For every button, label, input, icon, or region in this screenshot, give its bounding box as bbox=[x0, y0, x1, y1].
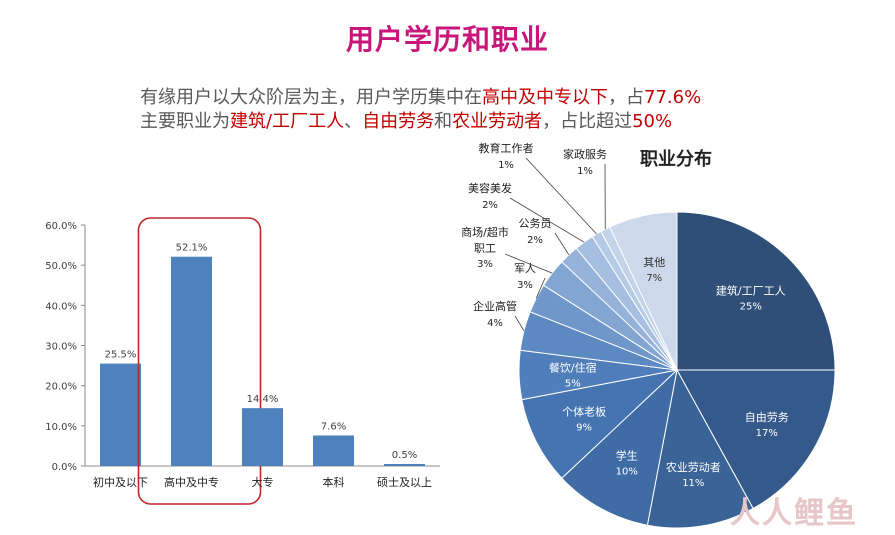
y-tick-label: 0.0% bbox=[52, 462, 77, 473]
pie-slice-label: 餐饮/住宿 bbox=[549, 360, 597, 374]
highlight-occupation-1: 建筑/工厂工人 bbox=[230, 111, 345, 132]
pie-slice-pct: 10% bbox=[616, 466, 638, 477]
pie-slice bbox=[609, 211, 678, 371]
subtitle-line-2: 主要职业为建筑/工厂工人、自由劳务和农业劳动者，占比超过50% bbox=[140, 110, 701, 134]
pie-leader-line bbox=[525, 157, 597, 235]
pie-slice bbox=[676, 369, 836, 510]
pie-slice-label: 商场/超市 bbox=[461, 225, 509, 239]
bar bbox=[384, 463, 425, 466]
pie-leader-line bbox=[554, 232, 570, 256]
y-tick-label: 40.0% bbox=[45, 301, 77, 312]
subtitle-line-1: 有缘用户以大众阶层为主，用户学历集中在高中及中专以下，占77.6% bbox=[140, 86, 701, 110]
pie-slice-pct: 5% bbox=[565, 378, 581, 389]
pie-chart-title: 职业分布 bbox=[640, 149, 712, 170]
x-tick-label: 大专 bbox=[252, 475, 274, 489]
subtitle-line-1-middle: ，占 bbox=[608, 87, 644, 108]
subtitle-line-2-middle: ，占比超过 bbox=[542, 111, 633, 132]
page-title: 用户学历和职业 bbox=[345, 23, 549, 56]
y-tick-label: 50.0% bbox=[45, 261, 77, 272]
highlight-education: 高中及中专以下 bbox=[482, 87, 608, 108]
bar-value-label: 14.4% bbox=[247, 394, 279, 405]
pie-slice-label: 自由劳务 bbox=[745, 410, 789, 424]
bar bbox=[313, 435, 354, 466]
pie-slice-label: 企业高管 bbox=[473, 299, 517, 313]
pie-slice-label: 学生 bbox=[616, 448, 638, 462]
subtitle-line-2-prefix: 主要职业为 bbox=[140, 111, 230, 132]
highlight-occupation-pct: 50% bbox=[632, 111, 673, 132]
pie-slice-label: 教育工作者 bbox=[479, 141, 534, 155]
y-tick-label: 20.0% bbox=[45, 382, 77, 393]
pie-slice-pct: 4% bbox=[487, 318, 503, 329]
bar bbox=[171, 256, 212, 466]
highlight-occupation-3: 农业劳动者 bbox=[452, 111, 543, 132]
pie-slice-pct: 2% bbox=[527, 235, 543, 246]
bar-value-label: 7.6% bbox=[321, 421, 346, 432]
pie-slice-label: 建筑/工厂工人 bbox=[716, 283, 786, 297]
x-tick-label: 初中及以下 bbox=[93, 475, 148, 489]
subtitle-line-1-prefix: 有缘用户以大众阶层为主，用户学历集中在 bbox=[140, 87, 482, 108]
pie-slice-pct: 3% bbox=[477, 259, 493, 270]
x-tick-label: 本科 bbox=[323, 475, 345, 489]
pie-slice-label-cont: 职工 bbox=[474, 242, 496, 255]
pie-slice-pct: 25% bbox=[740, 301, 762, 312]
pie-slice-label: 公务员 bbox=[519, 217, 552, 230]
pie-leader-line bbox=[504, 253, 553, 274]
pie-slice bbox=[646, 368, 754, 529]
pie-leader-line bbox=[509, 197, 585, 243]
pie-slice-label: 美容美发 bbox=[468, 181, 512, 195]
pie-slice-label: 其他 bbox=[643, 256, 665, 269]
highlight-box bbox=[137, 217, 262, 505]
pie-slice-pct: 1% bbox=[577, 166, 593, 177]
pie-slice bbox=[676, 211, 836, 371]
pie-leader-line bbox=[514, 315, 525, 331]
pie-slice-pct: 11% bbox=[682, 478, 704, 489]
subtitle: 有缘用户以大众阶层为主，用户学历集中在高中及中专以下，占77.6% 主要职业为建… bbox=[140, 86, 701, 134]
subtitle-sep-2: 和 bbox=[434, 111, 453, 132]
pie-slice-pct: 7% bbox=[646, 273, 662, 284]
pie-slice-pct: 3% bbox=[517, 280, 533, 291]
pie-slice-pct: 9% bbox=[576, 422, 592, 433]
education-bar-chart: 0.0% 10.0% 20.0% 30.0% 40.0% 50.0% 60.0% 25.5% 初… bbox=[45, 217, 440, 505]
bar-value-label: 0.5% bbox=[392, 450, 417, 461]
pie-slice-pct: 17% bbox=[756, 428, 778, 439]
pie-slice bbox=[561, 368, 678, 526]
pie-slice-label: 个体老板 bbox=[562, 404, 606, 418]
highlight-education-pct: 77.6% bbox=[644, 87, 702, 108]
x-tick-label: 高中及中专 bbox=[164, 475, 219, 489]
y-tick-label: 60.0% bbox=[45, 221, 77, 232]
pie-slice-label: 家政服务 bbox=[563, 147, 607, 161]
pie-slice-label: 军人 bbox=[514, 262, 536, 275]
subtitle-sep-1: 、 bbox=[344, 111, 363, 132]
pie-leader-line bbox=[535, 277, 546, 299]
bar bbox=[242, 408, 283, 466]
pie-slice-pct: 1% bbox=[498, 160, 514, 171]
pie-slice-label: 农业劳动者 bbox=[666, 460, 721, 474]
x-tick-label: 硕士及以上 bbox=[377, 476, 432, 489]
bar bbox=[100, 363, 141, 466]
occupation-pie-chart: 建筑/工厂工人 25% 自由劳务 17% 农业劳动者 11% 学生 10% 个体老板 9% 餐饮/住… bbox=[461, 141, 836, 529]
bar-value-label: 52.1% bbox=[176, 243, 208, 254]
bar-value-label: 25.5% bbox=[105, 350, 137, 361]
y-tick-label: 10.0% bbox=[45, 422, 77, 433]
highlight-occupation-2: 自由劳务 bbox=[362, 111, 435, 132]
y-tick-label: 30.0% bbox=[45, 342, 77, 353]
watermark-logo: 人人鲤鱼 bbox=[730, 496, 858, 531]
pie-slice-pct: 2% bbox=[482, 200, 498, 211]
pie-slice bbox=[521, 369, 679, 479]
